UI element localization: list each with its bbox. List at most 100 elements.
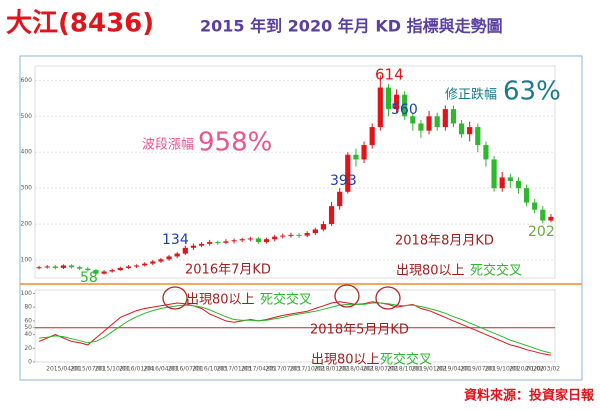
candle-body — [93, 270, 99, 274]
x-tick-label: 2016/07/01 — [168, 366, 203, 373]
chart-title: 2015 年到 2020 年月 KD 指標與走勢圖 — [200, 17, 503, 36]
candle-body — [353, 154, 359, 160]
candle-body — [215, 242, 221, 244]
note-text: 2018年5月月KD — [310, 323, 409, 338]
x-tick-label: 2019/10/01 — [485, 366, 520, 373]
x-tick-label: 2015/04/01 — [46, 366, 81, 373]
candle-body — [68, 265, 75, 268]
x-tick-label: 2017/01/03 — [217, 366, 252, 373]
candle-body — [312, 229, 318, 234]
candle-body — [402, 94, 408, 117]
highlight-circle — [162, 286, 188, 310]
y-tick-label: 100 — [21, 257, 33, 264]
candle-body — [77, 267, 83, 269]
candle-body — [532, 202, 538, 210]
kd-line — [38, 301, 551, 356]
candle-body — [450, 109, 457, 124]
candle-body — [483, 145, 489, 160]
x-tick-label: 2018/01/02 — [314, 366, 349, 373]
candle-body — [207, 242, 213, 244]
highlight-circle — [334, 284, 360, 308]
candle-body — [296, 234, 302, 236]
candle-body — [60, 265, 67, 268]
candle-body — [369, 127, 375, 146]
candle-body — [125, 266, 132, 268]
y-tick-label: 20 — [24, 345, 32, 352]
candle-body — [361, 145, 367, 160]
x-tick-label: 2020/01/02 — [509, 366, 544, 373]
candle-body — [385, 87, 392, 110]
candle-body — [44, 266, 50, 268]
note-text: 2016年7月KD — [185, 263, 271, 278]
candle-body — [223, 241, 229, 243]
x-tick-label: 2016/04/01 — [144, 366, 179, 373]
chart-frame — [19, 55, 583, 381]
price-label: 560 — [391, 102, 418, 118]
y-tick-label: 0 — [28, 359, 32, 366]
y-tick-label: 60 — [24, 317, 32, 324]
kd-line — [39, 302, 552, 354]
stock-name: 大江(8436) — [6, 9, 154, 39]
y-tick-label: 80 — [24, 304, 32, 311]
note-text: 死交交叉 — [380, 352, 432, 368]
candle-body — [328, 206, 335, 225]
candle-body — [239, 239, 245, 241]
candle-body — [36, 267, 42, 269]
x-tick-label: 2018/10/01 — [387, 366, 422, 373]
candle-body — [467, 127, 473, 135]
candle-body — [377, 87, 383, 128]
candle-body — [499, 177, 505, 189]
candle-body — [548, 216, 554, 221]
candle-body — [515, 180, 522, 189]
highlight-circle — [375, 286, 401, 310]
rise-label: 波段漲幅 — [142, 138, 194, 153]
candle-body — [507, 177, 513, 181]
candle-body — [190, 245, 197, 248]
candle-body — [320, 224, 327, 230]
candle-body — [393, 94, 400, 110]
candle-body — [117, 267, 123, 271]
rise-pct: 958% — [198, 128, 272, 158]
candle-body — [158, 259, 164, 262]
candle-body — [410, 116, 416, 124]
note-text: 死交交叉 — [470, 263, 522, 279]
candle-body — [255, 238, 262, 243]
price-label: 58 — [80, 270, 98, 286]
candle-body — [109, 270, 115, 272]
candle-body — [288, 234, 294, 236]
candle-body — [231, 240, 237, 242]
x-tick-label: 2017/07/03 — [266, 366, 301, 373]
x-tick-label: 2016/01/04 — [119, 366, 154, 373]
x-tick-label: 2019/07/01 — [461, 366, 496, 373]
candle-body — [337, 191, 343, 207]
candle-body — [434, 116, 440, 128]
candle-body — [247, 238, 253, 240]
y-tick-label: 200 — [21, 221, 33, 228]
panel-frame — [34, 289, 556, 363]
price-label: 393 — [330, 173, 357, 189]
x-tick-label: 2019/01/02 — [412, 366, 447, 373]
y-tick-label: 500 — [21, 113, 33, 120]
candle-body — [52, 266, 58, 268]
y-tick-label: 400 — [21, 149, 33, 156]
note-text: 出現80以上 — [186, 293, 255, 308]
candle-body — [133, 265, 140, 267]
note-text: 出現80以上 — [311, 353, 380, 368]
candle-body — [304, 233, 310, 236]
x-tick-label: 2016/10/03 — [192, 366, 227, 373]
x-tick-label: 2015/07/01 — [71, 366, 106, 373]
candle-body — [150, 261, 156, 264]
x-tick-label: 2019/04/01 — [436, 366, 471, 373]
candle-body — [540, 209, 546, 221]
candle-body — [263, 239, 270, 243]
panel-frame — [34, 65, 556, 279]
x-tick-label: 2015/10/01 — [95, 366, 130, 373]
candle-body — [345, 154, 351, 192]
note-text: 2018年8月月KD — [395, 234, 494, 249]
candle-body — [280, 235, 286, 237]
note-text: 出現80以上 — [396, 264, 465, 279]
price-label: 614 — [375, 66, 404, 84]
x-tick-label: 2020/03/02 — [526, 366, 561, 373]
